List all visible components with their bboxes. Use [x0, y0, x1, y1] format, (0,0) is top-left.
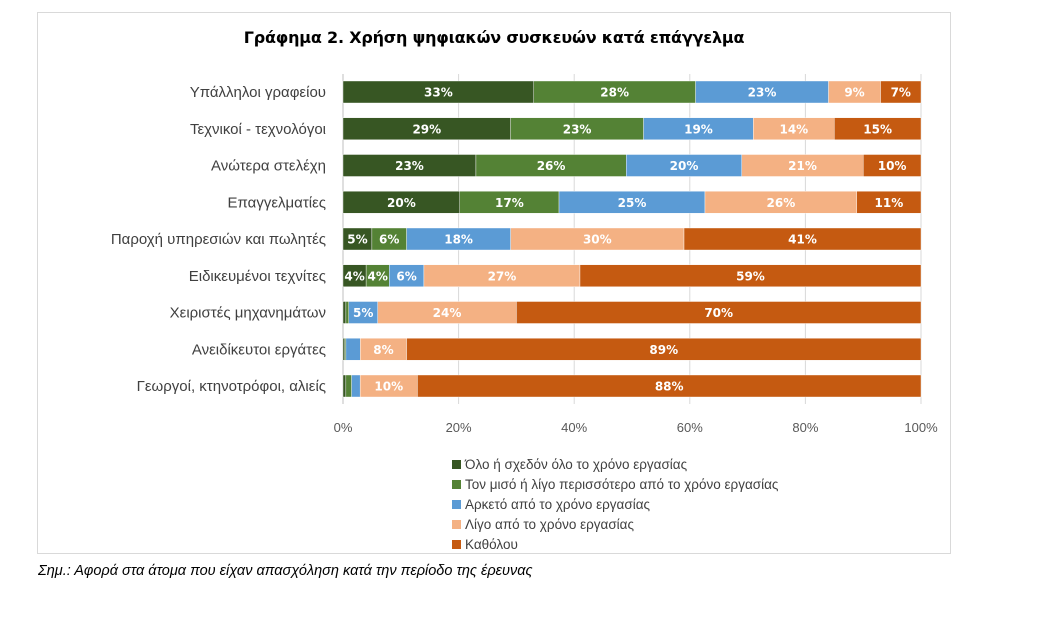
bar-segment	[417, 374, 922, 398]
category-label: Υπάλληλοι γραφείου	[190, 84, 326, 101]
data-label: 21%	[788, 159, 817, 173]
x-tick-label: 80%	[792, 420, 818, 435]
data-label: 30%	[583, 233, 612, 247]
bar-segment	[683, 227, 922, 251]
bar-segment	[345, 301, 349, 324]
bar-segment	[345, 338, 361, 361]
bar-segment	[342, 374, 347, 398]
category-label: Χειριστές μηχανημάτων	[170, 305, 326, 322]
bar-segment	[579, 264, 922, 287]
legend-item: Καθόλου	[452, 534, 778, 554]
data-label: 7%	[891, 86, 911, 100]
legend-swatch-icon	[452, 539, 461, 549]
data-label: 70%	[704, 306, 733, 320]
data-label: 25%	[618, 196, 647, 210]
data-label: 4%	[367, 269, 387, 283]
data-label: 6%	[379, 233, 399, 247]
data-label: 29%	[412, 122, 441, 136]
bar-row: 5% 24% 70%	[342, 301, 922, 324]
data-label: 88%	[655, 380, 684, 394]
data-label: 18%	[444, 233, 473, 247]
category-label: Γεωργοί, κτηνοτρόφοι, αλιείς	[137, 378, 326, 395]
data-label: 23%	[395, 159, 424, 173]
x-tick-label: 40%	[561, 420, 587, 435]
bar-segment	[351, 374, 361, 398]
data-label: 8%	[373, 343, 393, 357]
legend-swatch-icon	[452, 479, 461, 489]
category-label: Ανειδίκευτοι εργάτες	[192, 341, 326, 358]
bar-segment	[342, 338, 345, 361]
data-label: 27%	[488, 269, 517, 283]
x-tick-label: 100%	[904, 420, 938, 435]
data-label: 41%	[788, 233, 817, 247]
bar-segment	[863, 154, 922, 177]
legend-item: Λίγο από το χρόνο εργασίας	[452, 514, 778, 534]
data-label: 89%	[649, 343, 678, 357]
legend-label: Αρκετό από το χρόνο εργασίας	[465, 496, 650, 512]
bar-segment	[406, 338, 922, 361]
legend-label: Καθόλου	[465, 536, 518, 552]
legend-label: Όλο ή σχεδόν όλο το χρόνο εργασίας	[465, 456, 688, 472]
data-label: 9%	[844, 86, 864, 100]
data-label: 19%	[684, 122, 713, 136]
bar-row: 33% 28% 23% 9% 7%	[342, 80, 922, 104]
data-label: 5%	[347, 233, 367, 247]
data-label: 23%	[748, 86, 777, 100]
data-label: 33%	[424, 86, 453, 100]
category-label: Επαγγελματίες	[228, 194, 327, 211]
data-label: 26%	[537, 159, 566, 173]
legend-item: Όλο ή σχεδόν όλο το χρόνο εργασίας	[452, 454, 778, 474]
bar-segment	[856, 191, 922, 214]
bar-row: 23% 26% 20% 21% 10%	[342, 154, 922, 177]
bar-row: 5% 6% 18% 30% 41%	[342, 227, 922, 251]
bar-segment	[516, 301, 922, 324]
data-label: 4%	[344, 269, 364, 283]
data-label: 20%	[670, 159, 699, 173]
category-label: Παροχή υπηρεσιών και πωλητές	[111, 231, 326, 248]
bar-segment	[880, 80, 922, 104]
category-labels: Υπάλληλοι γραφείου Τεχνικοί - τεχνολόγοι Α…	[111, 84, 326, 395]
bar-segment	[834, 117, 922, 140]
bar-row: 20% 17% 25% 26% 11%	[342, 191, 922, 214]
bar-row: 4% 4% 6% 27% 59%	[342, 264, 922, 287]
data-label: 20%	[387, 196, 416, 210]
bar-row: 29% 23% 19% 14% 15%	[342, 117, 922, 140]
data-label: 17%	[495, 196, 524, 210]
data-label: 23%	[563, 122, 592, 136]
data-label: 15%	[863, 122, 892, 136]
bar-row: 10% 88%	[342, 374, 922, 398]
footnote: Σημ.: Αφορά στα άτομα που είχαν απασχόλη…	[38, 563, 533, 579]
data-label: 24%	[433, 306, 462, 320]
x-tick-labels: 0% 20% 40% 60% 80% 100%	[334, 420, 938, 435]
data-label: 5%	[353, 306, 373, 320]
legend-item: Τον μισό ή λίγο περισσότερο από το χρόνο…	[452, 474, 778, 494]
legend-swatch-icon	[452, 519, 461, 529]
data-label: 26%	[767, 196, 796, 210]
bar-segment	[342, 301, 347, 324]
x-tick-label: 60%	[677, 420, 703, 435]
x-tick-label: 0%	[334, 420, 353, 435]
bar-row: 8% 89%	[342, 338, 922, 361]
data-label: 59%	[736, 269, 765, 283]
legend-label: Τον μισό ή λίγο περισσότερο από το χρόνο…	[465, 476, 779, 492]
legend-swatch-icon	[452, 499, 461, 509]
bars: 33% 28% 23% 9% 7% 29% 23% 19% 14% 15% 23% 26% 20% 21%…	[342, 80, 922, 398]
x-tick-label: 20%	[446, 420, 472, 435]
data-label: 10%	[878, 159, 907, 173]
legend-item: Αρκετό από το χρόνο εργασίας	[452, 494, 778, 514]
data-label: 10%	[374, 380, 403, 394]
data-label: 11%	[875, 196, 904, 210]
legend-swatch-icon	[452, 459, 461, 469]
data-label: 28%	[600, 86, 629, 100]
category-label: Ανώτερα στελέχη	[211, 158, 326, 175]
chart-title: Γράφημα 2. Χρήση ψηφιακών συσκευών κατά …	[243, 28, 745, 47]
data-label: 14%	[779, 122, 808, 136]
bar-segment	[345, 374, 352, 398]
legend-label: Λίγο από το χρόνο εργασίας	[465, 516, 634, 532]
category-label: Ειδικευμένοι τεχνίτες	[189, 268, 326, 285]
legend: Όλο ή σχεδόν όλο το χρόνο εργασίας Τον μι…	[452, 454, 778, 554]
category-label: Τεχνικοί - τεχνολόγοι	[190, 121, 326, 138]
data-label: 6%	[396, 269, 416, 283]
